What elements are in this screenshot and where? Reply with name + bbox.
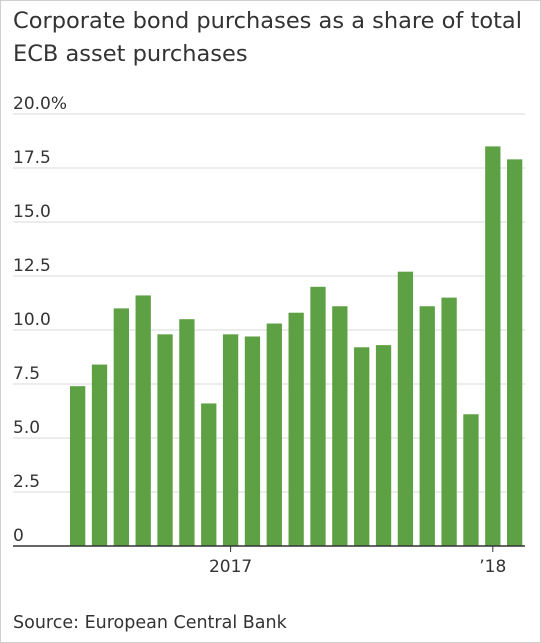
bar-2016-12 [201,403,217,546]
y-tick-label: 0 [13,526,24,546]
chart-title: Corporate bond purchases as a share of t… [13,8,522,67]
bar-2017-11 [441,297,457,546]
bar-2017-09 [397,271,414,546]
bar-2016-08 [113,308,129,546]
bar-2017-06 [332,306,348,546]
bar-2017-02 [244,336,261,546]
bar-2016-11 [179,319,195,546]
y-axis-tick-labels: 0 2.5 5.0 7.5 10.0 12.5 15.0 17.5 20.0% [13,94,67,546]
bar-2016-06 [70,386,86,546]
bar-2017-08 [375,345,392,546]
bar-2016-10 [157,334,173,546]
bar-2018-02 [507,159,523,547]
bar-2017-05 [310,286,326,546]
y-tick-label: 12.5 [13,256,51,276]
bar-2017-07 [354,347,370,546]
x-tick-label: ’18 [479,557,506,577]
bar-2017-03 [266,323,282,546]
y-tick-label: 15.0 [13,202,51,222]
bar-2016-09 [135,295,151,546]
x-axis: 2017 ’18 [13,545,525,577]
y-tick-label: 7.5 [13,364,40,384]
source-note: Source: European Central Bank [13,613,287,633]
y-tick-label: 17.5 [13,148,51,168]
y-tick-label: 20.0% [13,94,67,114]
x-tick-label: 2017 [209,557,252,577]
bar-2017-10 [419,306,435,546]
bar-2017-04 [288,312,304,546]
y-tick-label: 2.5 [13,472,40,492]
y-tick-label: 5.0 [13,418,40,438]
bars [70,146,523,547]
bar-2016-07 [91,364,108,546]
bar-2018-01 [485,146,501,546]
bar-2017-12 [463,414,479,546]
bar-2017-01 [222,334,239,546]
y-tick-label: 10.0 [13,310,51,330]
